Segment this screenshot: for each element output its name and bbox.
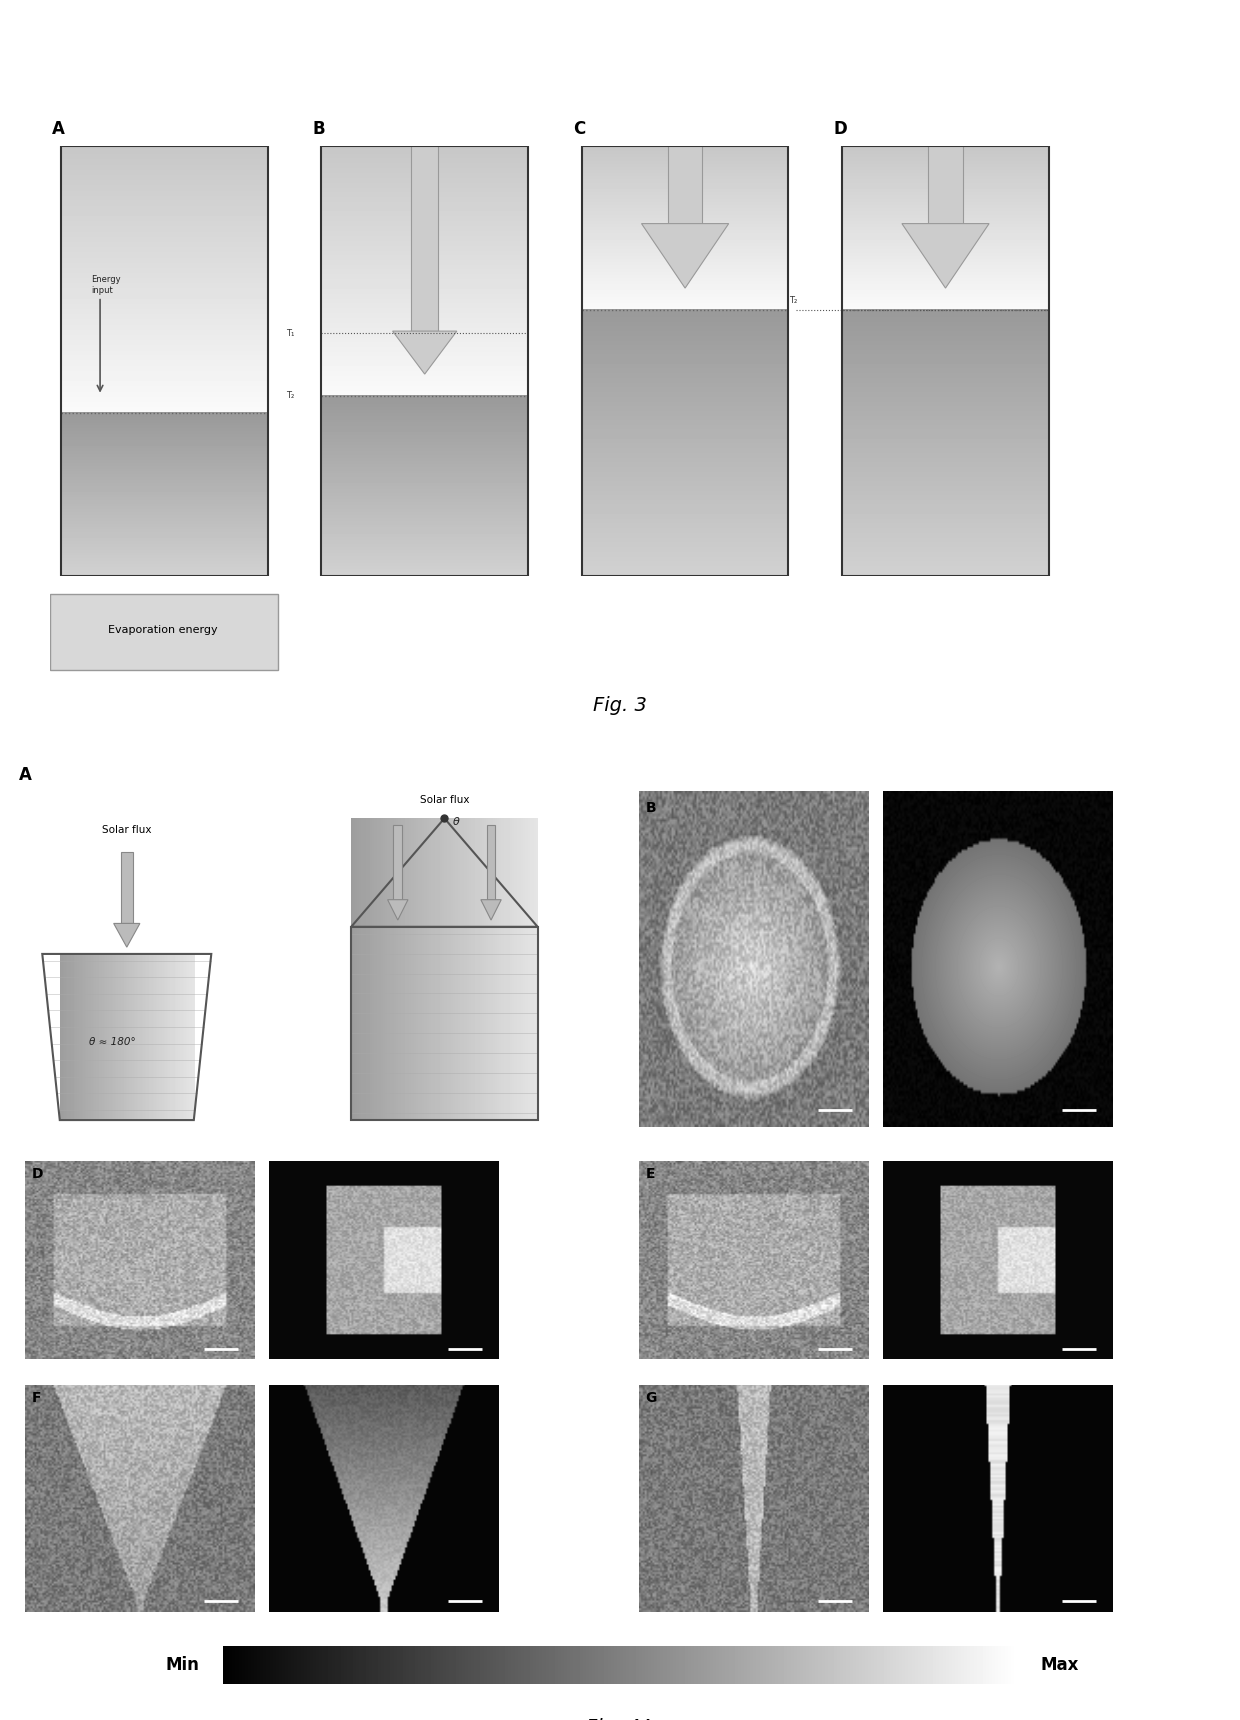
Bar bbox=[393, 826, 402, 900]
Polygon shape bbox=[114, 924, 140, 948]
Text: θ ≈ 180°: θ ≈ 180° bbox=[89, 1037, 135, 1047]
Bar bbox=[582, 146, 789, 576]
Text: D: D bbox=[32, 1166, 43, 1182]
Text: Max: Max bbox=[1040, 1656, 1079, 1674]
Text: C: C bbox=[573, 120, 585, 138]
Polygon shape bbox=[901, 224, 990, 287]
Bar bbox=[321, 146, 528, 576]
Text: B: B bbox=[312, 120, 325, 138]
Bar bbox=[486, 826, 496, 900]
Text: T₂: T₂ bbox=[790, 296, 797, 306]
Bar bbox=[61, 146, 268, 576]
Polygon shape bbox=[641, 224, 729, 287]
Text: Fig. 3: Fig. 3 bbox=[593, 695, 647, 716]
Text: Energy
input: Energy input bbox=[91, 275, 120, 294]
Text: Evaporation energy: Evaporation energy bbox=[108, 624, 218, 635]
Polygon shape bbox=[481, 900, 501, 920]
Text: Solar flux: Solar flux bbox=[419, 795, 469, 805]
Text: Min: Min bbox=[165, 1656, 200, 1674]
Text: F: F bbox=[32, 1391, 41, 1405]
Bar bbox=[50, 595, 279, 671]
Text: θ: θ bbox=[453, 817, 460, 827]
Polygon shape bbox=[388, 900, 408, 920]
Text: T₂: T₂ bbox=[285, 390, 294, 401]
Bar bbox=[351, 927, 538, 1120]
Bar bbox=[929, 52, 962, 224]
Text: E: E bbox=[646, 1166, 655, 1182]
Text: Solar flux: Solar flux bbox=[102, 826, 151, 836]
Text: A: A bbox=[19, 765, 32, 784]
Bar bbox=[668, 52, 702, 224]
Text: A: A bbox=[52, 120, 64, 138]
Text: Fig. 4A: Fig. 4A bbox=[587, 1718, 653, 1720]
Text: D: D bbox=[833, 120, 847, 138]
Bar bbox=[410, 69, 439, 332]
Bar bbox=[122, 851, 133, 924]
Text: B: B bbox=[646, 802, 656, 815]
Text: G: G bbox=[646, 1391, 657, 1405]
Text: T₁: T₁ bbox=[285, 329, 294, 337]
Bar bbox=[842, 146, 1049, 576]
Polygon shape bbox=[393, 332, 456, 375]
